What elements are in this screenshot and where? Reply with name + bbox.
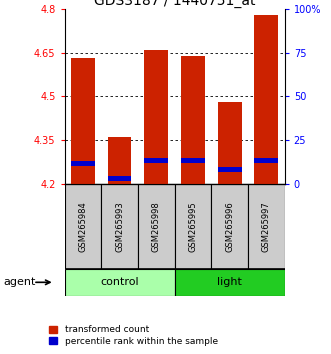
Bar — [71, 161, 95, 166]
Text: GSM265993: GSM265993 — [115, 201, 124, 252]
Text: GSM265997: GSM265997 — [262, 201, 271, 252]
Bar — [108, 176, 131, 181]
Text: light: light — [217, 277, 242, 287]
Bar — [108, 137, 131, 184]
Text: GSM265984: GSM265984 — [78, 201, 87, 252]
Title: GDS3187 / 1440751_at: GDS3187 / 1440751_at — [94, 0, 255, 8]
Bar — [255, 158, 278, 163]
Bar — [138, 184, 175, 269]
Bar — [65, 184, 101, 269]
Bar — [181, 56, 205, 184]
Bar — [211, 184, 248, 269]
Bar — [255, 15, 278, 184]
Bar — [248, 184, 285, 269]
Text: GSM265995: GSM265995 — [188, 201, 198, 252]
Text: agent: agent — [3, 277, 36, 287]
Bar — [218, 167, 242, 172]
Bar — [65, 269, 175, 296]
Bar — [175, 269, 285, 296]
Bar — [144, 158, 168, 163]
Bar — [175, 184, 211, 269]
Text: GSM265998: GSM265998 — [152, 201, 161, 252]
Text: GSM265996: GSM265996 — [225, 201, 234, 252]
Text: control: control — [100, 277, 139, 287]
Bar — [218, 102, 242, 184]
Bar — [71, 58, 95, 184]
Legend: transformed count, percentile rank within the sample: transformed count, percentile rank withi… — [48, 324, 220, 348]
Bar — [144, 50, 168, 184]
Bar — [101, 184, 138, 269]
Bar — [181, 158, 205, 163]
